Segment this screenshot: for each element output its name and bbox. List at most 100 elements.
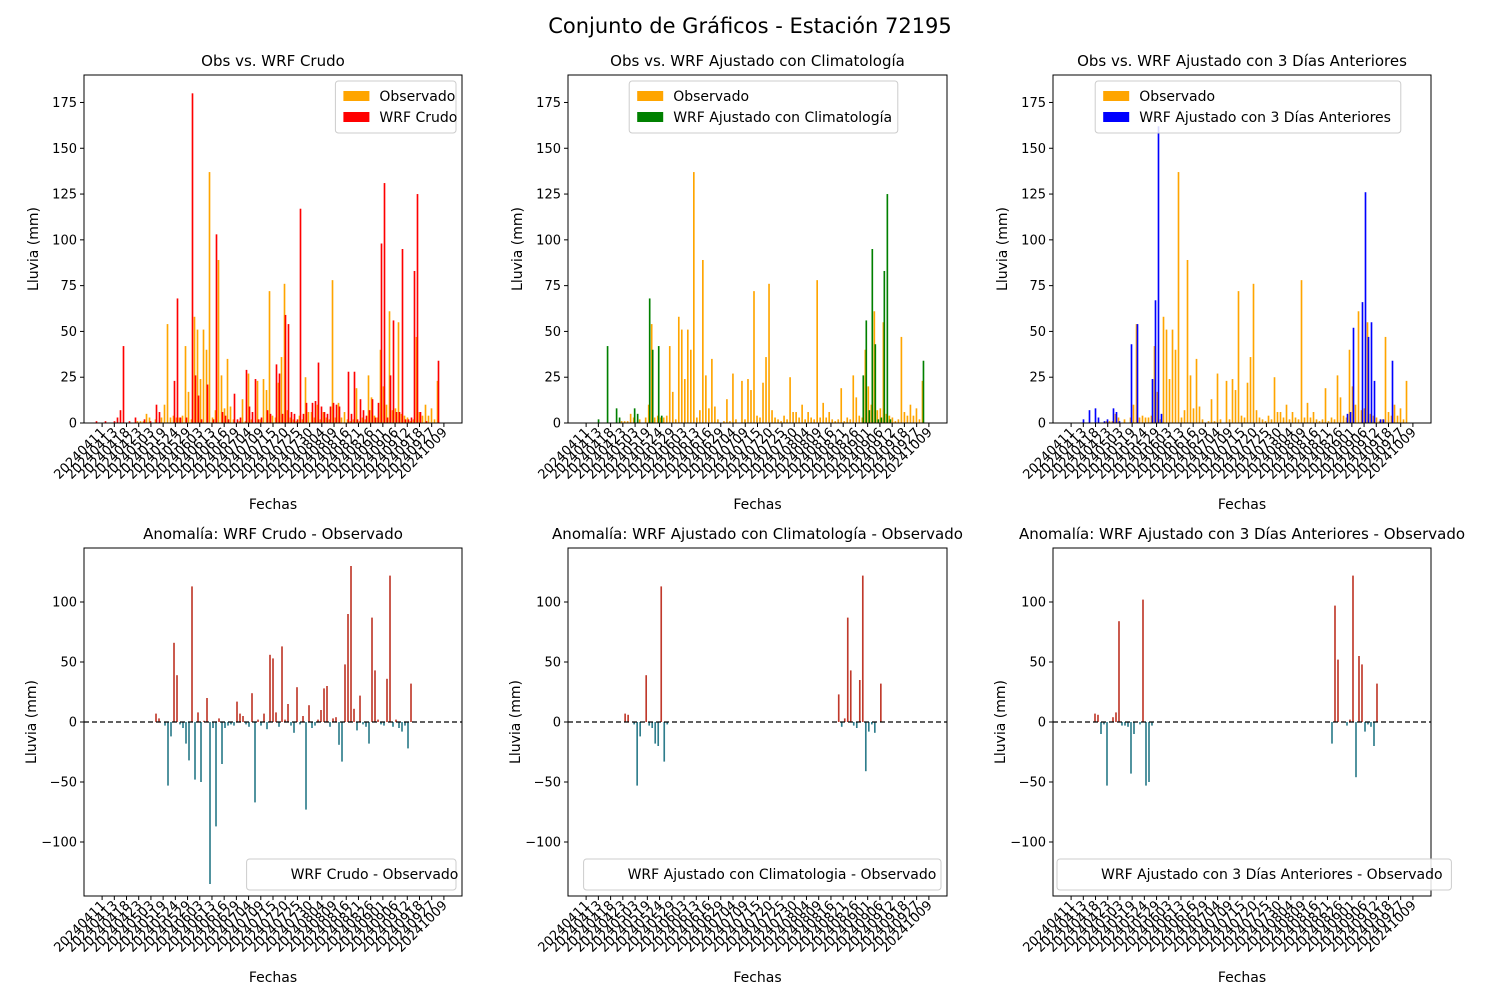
bar <box>636 413 639 423</box>
y-axis-label: Lluvia (mm) <box>995 207 1011 291</box>
bar <box>1216 373 1219 423</box>
bar <box>648 722 651 726</box>
bar <box>274 417 277 423</box>
bar <box>149 421 152 423</box>
bar <box>361 417 364 423</box>
bar <box>633 408 636 423</box>
bar <box>1303 417 1306 423</box>
bar <box>113 421 116 423</box>
bar <box>290 722 292 726</box>
bar <box>334 417 337 423</box>
bar <box>1381 419 1384 423</box>
bar <box>395 719 397 722</box>
bar <box>221 412 224 423</box>
bar <box>407 722 409 749</box>
bar <box>1399 408 1402 423</box>
bar <box>828 412 831 423</box>
bar <box>648 298 651 423</box>
bar <box>164 722 166 726</box>
bar <box>227 419 230 423</box>
y-tick-label: −100 <box>41 836 77 851</box>
figure-suptitle: Conjunto de Gráficos - Estación 72195 <box>548 14 952 38</box>
bar <box>293 413 296 423</box>
bar <box>329 406 332 423</box>
bar <box>233 722 235 726</box>
bar <box>822 402 825 423</box>
bar <box>134 417 137 423</box>
bar <box>654 722 657 744</box>
y-tick-label: 0 <box>1038 716 1046 731</box>
bar <box>254 379 257 423</box>
y-tick-label: 50 <box>60 656 77 671</box>
bar <box>220 375 223 423</box>
bar <box>185 417 188 423</box>
bar <box>278 722 280 727</box>
bar <box>128 421 131 423</box>
chart-title: Anomalía: WRF Ajustado con Climatología … <box>552 525 963 543</box>
bar <box>1369 413 1372 423</box>
bar <box>629 413 632 423</box>
bar <box>311 722 313 728</box>
bar <box>272 658 274 722</box>
bar <box>347 614 349 722</box>
y-tick-label: −50 <box>50 776 77 791</box>
bar <box>184 346 187 423</box>
bar <box>783 415 785 423</box>
bar <box>194 375 197 423</box>
y-tick-label: 125 <box>536 188 561 203</box>
bar <box>247 373 250 423</box>
bar <box>1264 421 1267 423</box>
bar <box>653 417 656 423</box>
bar <box>386 678 388 722</box>
bar <box>326 686 328 722</box>
bar <box>1285 404 1288 423</box>
bar <box>266 722 268 730</box>
bar <box>380 243 383 423</box>
bar <box>1372 415 1375 423</box>
bar <box>1111 421 1114 423</box>
bar <box>295 421 298 423</box>
bar <box>172 415 175 423</box>
y-tick-label: 75 <box>544 279 561 294</box>
bar <box>870 722 873 725</box>
bar <box>852 375 855 423</box>
bar <box>1207 421 1210 423</box>
y-tick-label: −100 <box>1010 836 1046 851</box>
bar <box>1115 412 1118 423</box>
bar <box>1100 722 1102 734</box>
x-axis-label: Fechas <box>1218 497 1266 513</box>
bar <box>401 249 404 423</box>
bar <box>289 417 292 423</box>
bar <box>317 362 320 423</box>
bar <box>275 364 278 423</box>
bar <box>166 324 169 423</box>
bar <box>281 646 283 722</box>
bar <box>871 249 874 423</box>
y-tick-label: 0 <box>553 417 561 432</box>
bar <box>259 419 262 423</box>
bar <box>197 712 199 722</box>
bar <box>1306 402 1309 423</box>
y-tick-label: 25 <box>1029 371 1046 386</box>
bar <box>248 406 251 423</box>
bar <box>615 408 618 423</box>
bar <box>889 419 892 423</box>
bar <box>325 417 328 423</box>
bar <box>633 722 635 725</box>
bar <box>251 693 253 722</box>
bar <box>638 419 641 423</box>
x-axis-label: Fechas <box>1218 970 1266 986</box>
y-tick-label: 75 <box>1029 279 1046 294</box>
bar <box>265 390 268 423</box>
bar <box>353 371 356 423</box>
bar <box>1267 415 1270 423</box>
bar <box>891 417 894 423</box>
bar <box>404 722 406 726</box>
bar <box>176 298 179 423</box>
bar <box>865 320 868 423</box>
bar <box>1405 380 1408 423</box>
bar <box>314 401 317 423</box>
bar <box>433 419 436 423</box>
bar <box>883 270 886 423</box>
bar <box>810 417 812 423</box>
